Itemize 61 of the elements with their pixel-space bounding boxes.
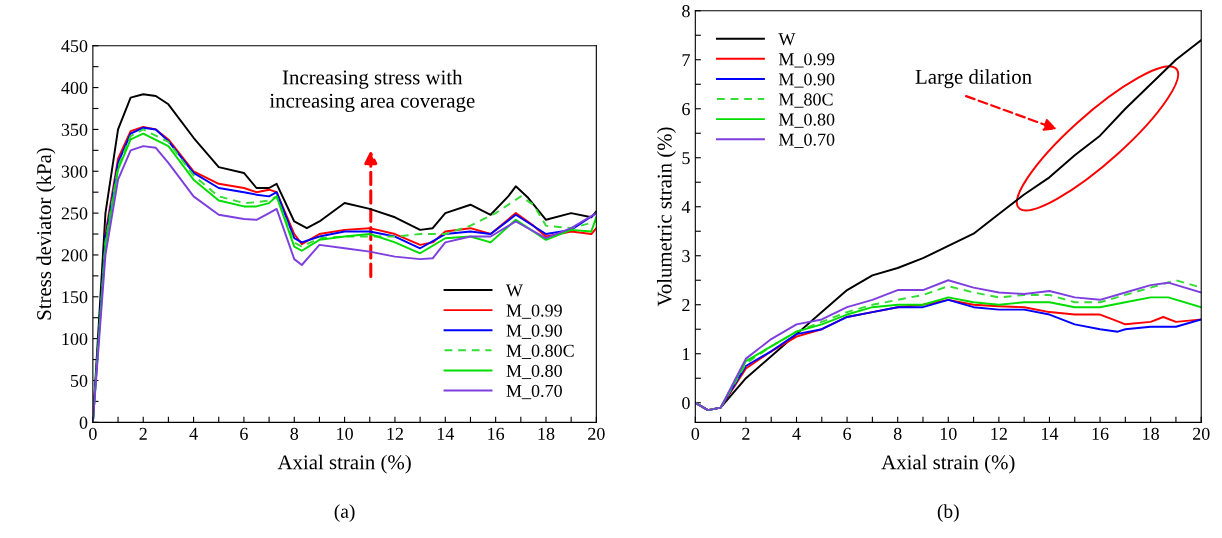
x-tick-label: 0: [691, 427, 700, 440]
legend-label: M_0.80: [778, 113, 835, 128]
legend-label: M_0.70: [778, 133, 835, 148]
x-tick-label: 16: [488, 427, 505, 440]
y-tick-label: 6: [682, 103, 690, 116]
legend-label: M_0.90: [506, 324, 562, 339]
legend-label: M_0.80: [506, 364, 562, 380]
y-axis-title: Volumetric strain (%): [656, 127, 676, 307]
y-tick-label: 400: [61, 81, 88, 95]
legend-label: W: [778, 33, 796, 46]
x-tick-label: 2: [742, 427, 750, 440]
x-tick-label: 0: [89, 427, 97, 440]
x-axis-title: Axial strain (%): [881, 454, 1015, 474]
y-tick-label: 3: [682, 250, 690, 263]
y-tick-label: 2: [682, 299, 690, 311]
x-tick-label: 14: [1042, 427, 1059, 440]
y-tick-label: 4: [681, 201, 691, 214]
legend-label: M_80C: [778, 93, 833, 108]
y-tick-label: 5: [682, 152, 690, 165]
x-tick-label: 6: [240, 427, 248, 440]
x-tick-label: 12: [991, 427, 1007, 440]
y-tick-label: 150: [62, 291, 88, 304]
y-tick-label: 8: [682, 5, 690, 18]
annotation: Large dilation: [915, 69, 1032, 89]
text: (a): [334, 504, 355, 522]
x-tick-label: 12: [387, 427, 403, 440]
y-tick-label: 350: [61, 123, 88, 136]
y-axis-title: Stress deviator (kPa): [36, 148, 56, 320]
x-tick-label: 4: [792, 427, 801, 440]
y-tick-label: 200: [61, 249, 88, 262]
y-tick-label: 50: [71, 374, 88, 387]
x-tick-label: 2: [139, 427, 147, 440]
y-tick-label: 0: [79, 416, 88, 429]
y-tick-label: 300: [61, 165, 88, 178]
x-tick-label: 4: [189, 427, 198, 440]
legend-label: M_0.99: [778, 53, 835, 68]
y-tick-label: 450: [61, 39, 88, 53]
y-tick-label: 1: [683, 348, 690, 360]
x-tick-label: 8: [893, 427, 902, 440]
x-tick-label: 16: [1092, 427, 1109, 440]
x-tick-label: 20: [588, 427, 605, 440]
y-tick-label: 100: [62, 332, 88, 346]
x-tick-label: 10: [337, 427, 353, 440]
legend-label: M_0.90: [778, 73, 835, 88]
x-tick-label: 20: [1192, 427, 1210, 440]
legend-label: M_0.80C: [506, 344, 574, 359]
x-tick-label: 18: [1143, 427, 1159, 440]
annotation: Increasing stress with increasing area coverage: [269, 69, 475, 113]
y-tick-label: 0: [682, 396, 690, 410]
x-tick-label: 8: [290, 427, 299, 440]
x-axis-title: Axial strain (%): [277, 454, 411, 474]
y-tick-label: 250: [61, 207, 88, 220]
text: (b): [937, 504, 959, 522]
x-tick-label: 14: [437, 427, 455, 440]
x-tick-label: 18: [538, 427, 555, 440]
x-tick-label: 6: [843, 427, 852, 440]
y-tick-label: 7: [682, 54, 690, 67]
legend-label: M_0.70: [506, 384, 562, 400]
x-tick-label: 10: [940, 427, 957, 440]
legend-label: M_0.99: [506, 304, 562, 319]
legend-label: W: [505, 284, 523, 297]
